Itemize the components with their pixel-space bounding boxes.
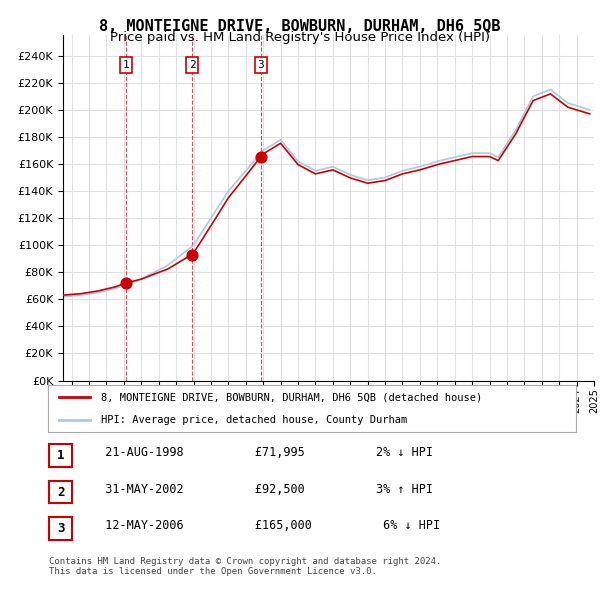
Text: 8, MONTEIGNE DRIVE, BOWBURN, DURHAM, DH6 5QB: 8, MONTEIGNE DRIVE, BOWBURN, DURHAM, DH6… xyxy=(99,19,501,34)
Text: Contains HM Land Registry data © Crown copyright and database right 2024.
This d: Contains HM Land Registry data © Crown c… xyxy=(49,557,442,576)
Text: 21-AUG-1998          £71,995          2% ↓ HPI: 21-AUG-1998 £71,995 2% ↓ HPI xyxy=(91,446,433,459)
Point xyxy=(187,251,197,260)
Text: 2: 2 xyxy=(188,60,196,70)
Point xyxy=(122,278,131,288)
Text: 1: 1 xyxy=(57,449,64,462)
Text: Price paid vs. HM Land Registry's House Price Index (HPI): Price paid vs. HM Land Registry's House … xyxy=(110,31,490,44)
Text: 3: 3 xyxy=(57,522,64,535)
Text: 31-MAY-2002          £92,500          3% ↑ HPI: 31-MAY-2002 £92,500 3% ↑ HPI xyxy=(91,483,433,496)
Text: 2: 2 xyxy=(57,486,64,499)
Text: 8, MONTEIGNE DRIVE, BOWBURN, DURHAM, DH6 5QB (detached house): 8, MONTEIGNE DRIVE, BOWBURN, DURHAM, DH6… xyxy=(101,392,482,402)
Text: 3: 3 xyxy=(257,60,264,70)
Text: 1: 1 xyxy=(123,60,130,70)
Point xyxy=(256,152,266,162)
Text: HPI: Average price, detached house, County Durham: HPI: Average price, detached house, Coun… xyxy=(101,415,407,425)
Text: 12-MAY-2006          £165,000          6% ↓ HPI: 12-MAY-2006 £165,000 6% ↓ HPI xyxy=(91,519,440,532)
